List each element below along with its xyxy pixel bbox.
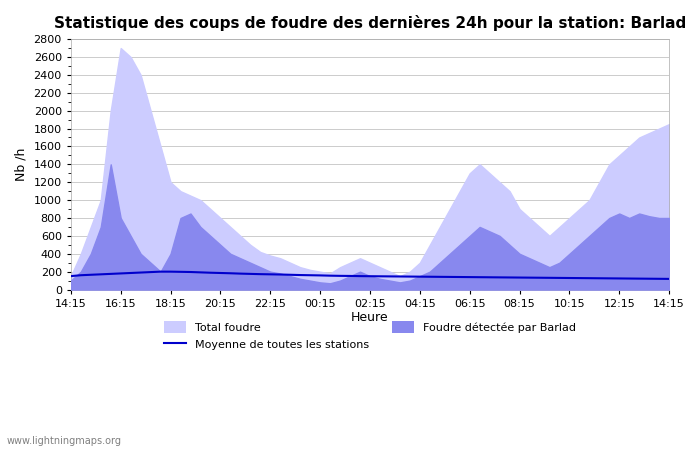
Legend: Total foudre, Moyenne de toutes les stations, Foudre détectée par Barlad: Total foudre, Moyenne de toutes les stat… [160, 317, 580, 354]
Text: www.lightningmaps.org: www.lightningmaps.org [7, 436, 122, 446]
Title: Statistique des coups de foudre des dernières 24h pour la station: Barlad: Statistique des coups de foudre des dern… [54, 15, 686, 31]
Y-axis label: Nb /h: Nb /h [15, 148, 28, 181]
X-axis label: Heure: Heure [351, 311, 388, 324]
